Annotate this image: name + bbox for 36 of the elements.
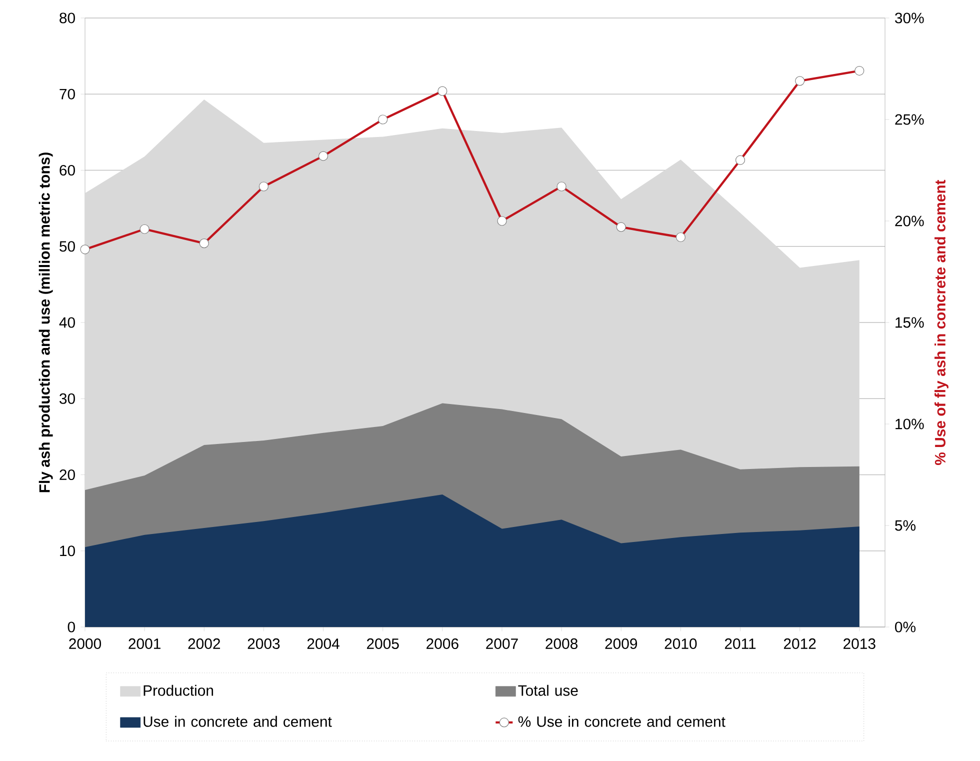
y2-tick-label: 15%	[896, 317, 924, 328]
x-tick-label: 2003	[248, 638, 280, 650]
x-tick-label: 2012	[784, 638, 816, 650]
legend-label: Total use	[518, 684, 578, 696]
y-tick-label: 30	[60, 393, 75, 404]
legend-label: Production	[144, 684, 214, 696]
y2-tick-label: 30%	[895, 12, 924, 24]
y-tick-label: 50	[60, 241, 75, 252]
x-tick-label: 2010	[664, 638, 697, 650]
x-tick-label: 2007	[486, 638, 518, 650]
x-tick-label: 2013	[844, 638, 876, 650]
y-tick-label: 70	[60, 88, 75, 100]
y2-tick-label: 0%	[895, 622, 916, 632]
y-tick-label: 0	[68, 622, 75, 632]
y-tick-label: 80	[60, 12, 75, 24]
y2-tick-label: 25%	[895, 114, 924, 125]
x-tick-label: 2004	[307, 638, 340, 650]
x-tick-label: 2008	[546, 638, 578, 650]
x-tick-label: 2001	[128, 638, 160, 650]
x-tick-label: 2000	[69, 638, 102, 650]
legend-label: % Use in concrete and cement	[518, 716, 726, 727]
x-tick-label: 2006	[426, 638, 458, 650]
y-tick-label: 20	[60, 469, 75, 480]
y2-tick-label: 5%	[895, 520, 916, 531]
y-tick-label: 10	[60, 546, 75, 556]
y-tick-label: 60	[60, 164, 75, 176]
x-tick-label: 2005	[366, 638, 399, 650]
y2-axis-title: % Use of fly ash in concrete and cement	[934, 180, 948, 465]
x-tick-label: 2009	[605, 638, 638, 650]
legend-label: Use in concrete and cement	[144, 716, 332, 727]
y2-tick-label: 20%	[895, 216, 924, 226]
y2-tick-label: 10%	[896, 418, 924, 430]
x-tick-label: 2011	[724, 638, 756, 650]
y-axis-title: Fly ash production and use (million metric tons)	[38, 152, 53, 492]
x-tick-label: 2002	[188, 638, 220, 650]
y-tick-label: 40	[59, 317, 75, 328]
